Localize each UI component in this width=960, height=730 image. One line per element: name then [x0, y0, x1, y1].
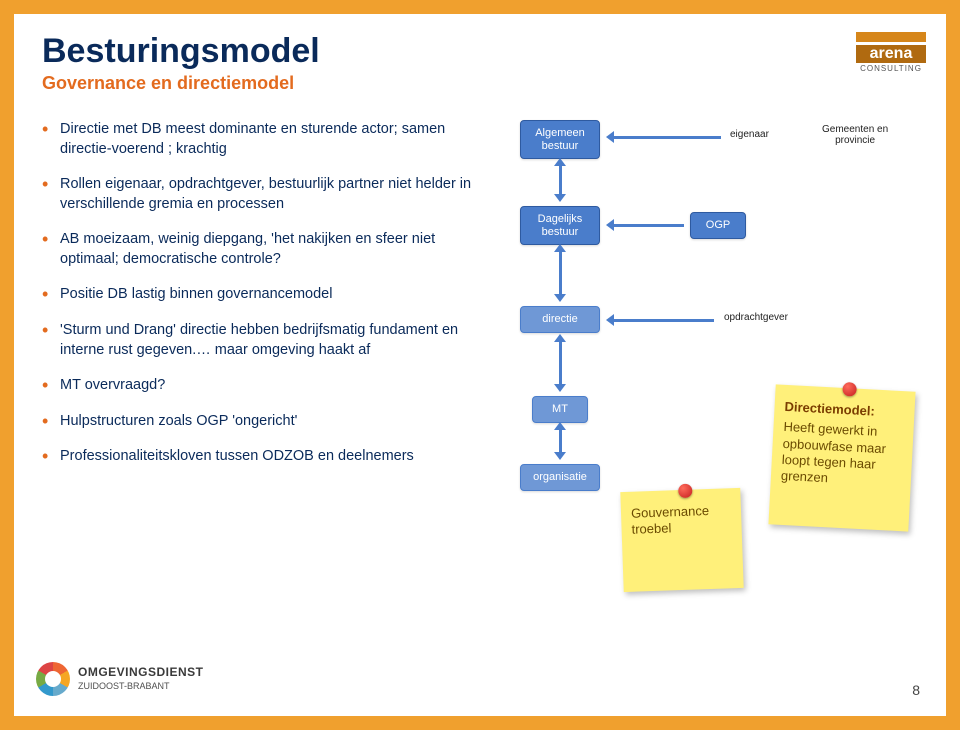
pin-icon: [678, 484, 692, 498]
bullet-item: Positie DB lastig binnen governancemodel: [42, 285, 492, 305]
content-row: Directie met DB meest dominante en sture…: [42, 120, 918, 640]
arrow-icon: [553, 244, 567, 302]
logo-bl-text: OMGEVINGSDIENST ZUIDOOST-BRABANT: [78, 666, 204, 691]
label-opdrachtgever: opdrachtgever: [724, 312, 788, 323]
label-gemeenten: Gemeenten en provincie: [822, 124, 888, 146]
node-dagelijks-bestuur: Dagelijks bestuur: [520, 206, 600, 245]
label-eigenaar: eigenaar: [730, 129, 769, 140]
sticky-note-left: Gouvernance troebel: [620, 488, 743, 592]
sticky-text: Gouvernance troebel: [631, 503, 710, 537]
page-number: 8: [912, 682, 920, 698]
node-mt: MT: [532, 396, 588, 423]
arrow-icon: [606, 218, 684, 232]
bullet-item: MT overvraagd?: [42, 376, 492, 396]
logo-bl-line1: OMGEVINGSDIENST: [78, 665, 204, 679]
node-directie: directie: [520, 306, 600, 333]
node-ogp: OGP: [690, 212, 746, 239]
pin-icon: [842, 382, 857, 397]
bullet-item: Directie met DB meest dominante en sture…: [42, 120, 492, 159]
logo-arena: arena CONSULTING: [856, 32, 926, 90]
logo-arena-sub: CONSULTING: [856, 64, 926, 73]
arrow-icon: [553, 422, 567, 460]
arrow-icon: [606, 313, 714, 327]
logo-dot-icon: [36, 662, 70, 696]
bullet-list: Directie met DB meest dominante en sture…: [42, 120, 502, 640]
node-organisatie: organisatie: [520, 464, 600, 491]
bullet-item: Hulpstructuren zoals OGP 'ongericht': [42, 412, 492, 432]
bullet-item: AB moeizaam, weinig diepgang, 'het nakij…: [42, 230, 492, 269]
slide: arena CONSULTING Besturingsmodel Governa…: [0, 0, 960, 730]
bullet-item: Rollen eigenaar, opdrachtgever, bestuurl…: [42, 175, 492, 214]
bullet-item: Professionaliteitskloven tussen ODZOB en…: [42, 447, 492, 467]
logo-bl-line2: ZUIDOOST-BRABANT: [78, 681, 170, 691]
arrow-icon: [606, 130, 721, 144]
sticky-text: Heeft gewerkt in opbouwfase maar loopt t…: [781, 419, 887, 485]
sticky-note-right: Directiemodel: Heeft gewerkt in opbouwfa…: [768, 384, 915, 531]
arrow-icon: [553, 334, 567, 392]
node-algemeen-bestuur: Algemeen bestuur: [520, 120, 600, 159]
page-title: Besturingsmodel: [42, 32, 918, 71]
arrow-icon: [553, 158, 567, 202]
logo-omgevingsdienst: OMGEVINGSDIENST ZUIDOOST-BRABANT: [36, 662, 204, 696]
bullet-item: 'Sturm und Drang' directie hebben bedrij…: [42, 321, 492, 360]
page-subtitle: Governance en directiemodel: [42, 73, 918, 94]
logo-arena-text: arena: [856, 45, 926, 63]
governance-diagram: Algemeen bestuur Dagelijks bestuur direc…: [502, 120, 918, 640]
sticky-title: Directiemodel:: [784, 399, 905, 422]
